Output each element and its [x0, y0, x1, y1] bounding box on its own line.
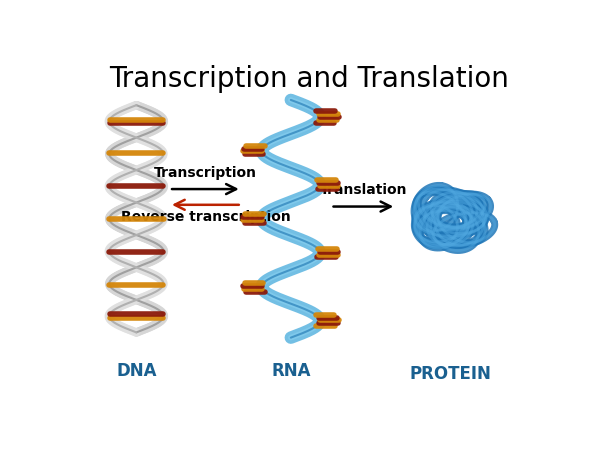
Text: DNA: DNA — [116, 362, 156, 380]
Text: Reverse transcription: Reverse transcription — [121, 210, 291, 224]
Text: Translation: Translation — [320, 183, 407, 197]
Text: PROTEIN: PROTEIN — [409, 365, 491, 383]
Text: Transcription: Transcription — [154, 166, 257, 180]
Text: Transcription and Translation: Transcription and Translation — [109, 65, 510, 93]
Text: RNA: RNA — [271, 362, 310, 380]
